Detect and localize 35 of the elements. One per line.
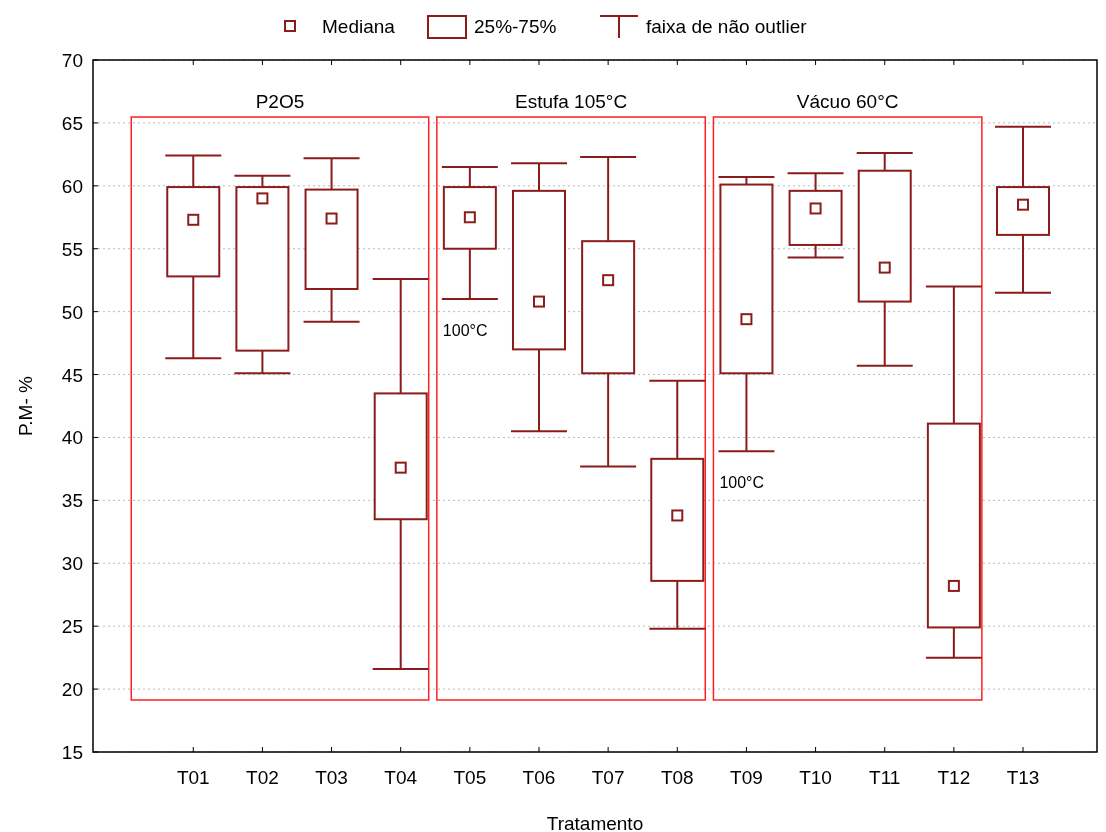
x-tick-label: T12 bbox=[937, 767, 971, 788]
y-tick-label: 35 bbox=[61, 490, 83, 512]
x-tick-label: T04 bbox=[384, 767, 418, 788]
y-axis-title: P.M- % bbox=[15, 375, 36, 436]
x-tick-label: T03 bbox=[315, 767, 348, 788]
y-tick-label: 50 bbox=[61, 301, 83, 323]
y-tick-label: 20 bbox=[61, 679, 83, 701]
x-tick-label: T08 bbox=[660, 767, 694, 788]
annotation: 100°C bbox=[442, 322, 488, 340]
x-tick-label: T09 bbox=[730, 767, 763, 788]
y-tick-label: 15 bbox=[61, 742, 83, 763]
x-tick-label: T11 bbox=[869, 767, 901, 788]
y-tick-label: 40 bbox=[61, 427, 83, 449]
x-axis-title: Tratamento bbox=[546, 813, 644, 832]
x-tick-label: T06 bbox=[522, 767, 556, 788]
y-tick-label: 45 bbox=[61, 364, 83, 386]
text: 25%-75% bbox=[474, 16, 557, 37]
annotation: Estufa 105°C bbox=[514, 91, 628, 112]
text: Mediana bbox=[322, 16, 396, 37]
text: faixa de não outlier bbox=[646, 16, 808, 37]
y-tick-label: 55 bbox=[61, 238, 83, 260]
x-tick-label: T13 bbox=[1006, 767, 1040, 788]
x-tick-label: T10 bbox=[799, 767, 832, 788]
x-tick-label: T07 bbox=[591, 767, 625, 788]
annotation: 100°C bbox=[719, 474, 765, 492]
x-tick-label: T05 bbox=[453, 767, 487, 788]
y-tick-label: 70 bbox=[61, 50, 83, 71]
y-tick-label: 60 bbox=[61, 175, 83, 197]
y-tick-label: 25 bbox=[61, 616, 83, 638]
y-tick-label: 65 bbox=[61, 112, 83, 134]
annotation: Vácuo 60°C bbox=[796, 91, 899, 112]
x-tick-label: T02 bbox=[246, 767, 279, 788]
y-tick-label: 30 bbox=[61, 553, 83, 575]
annotation: P2O5 bbox=[255, 91, 305, 112]
x-tick-label: T01 bbox=[176, 767, 210, 788]
